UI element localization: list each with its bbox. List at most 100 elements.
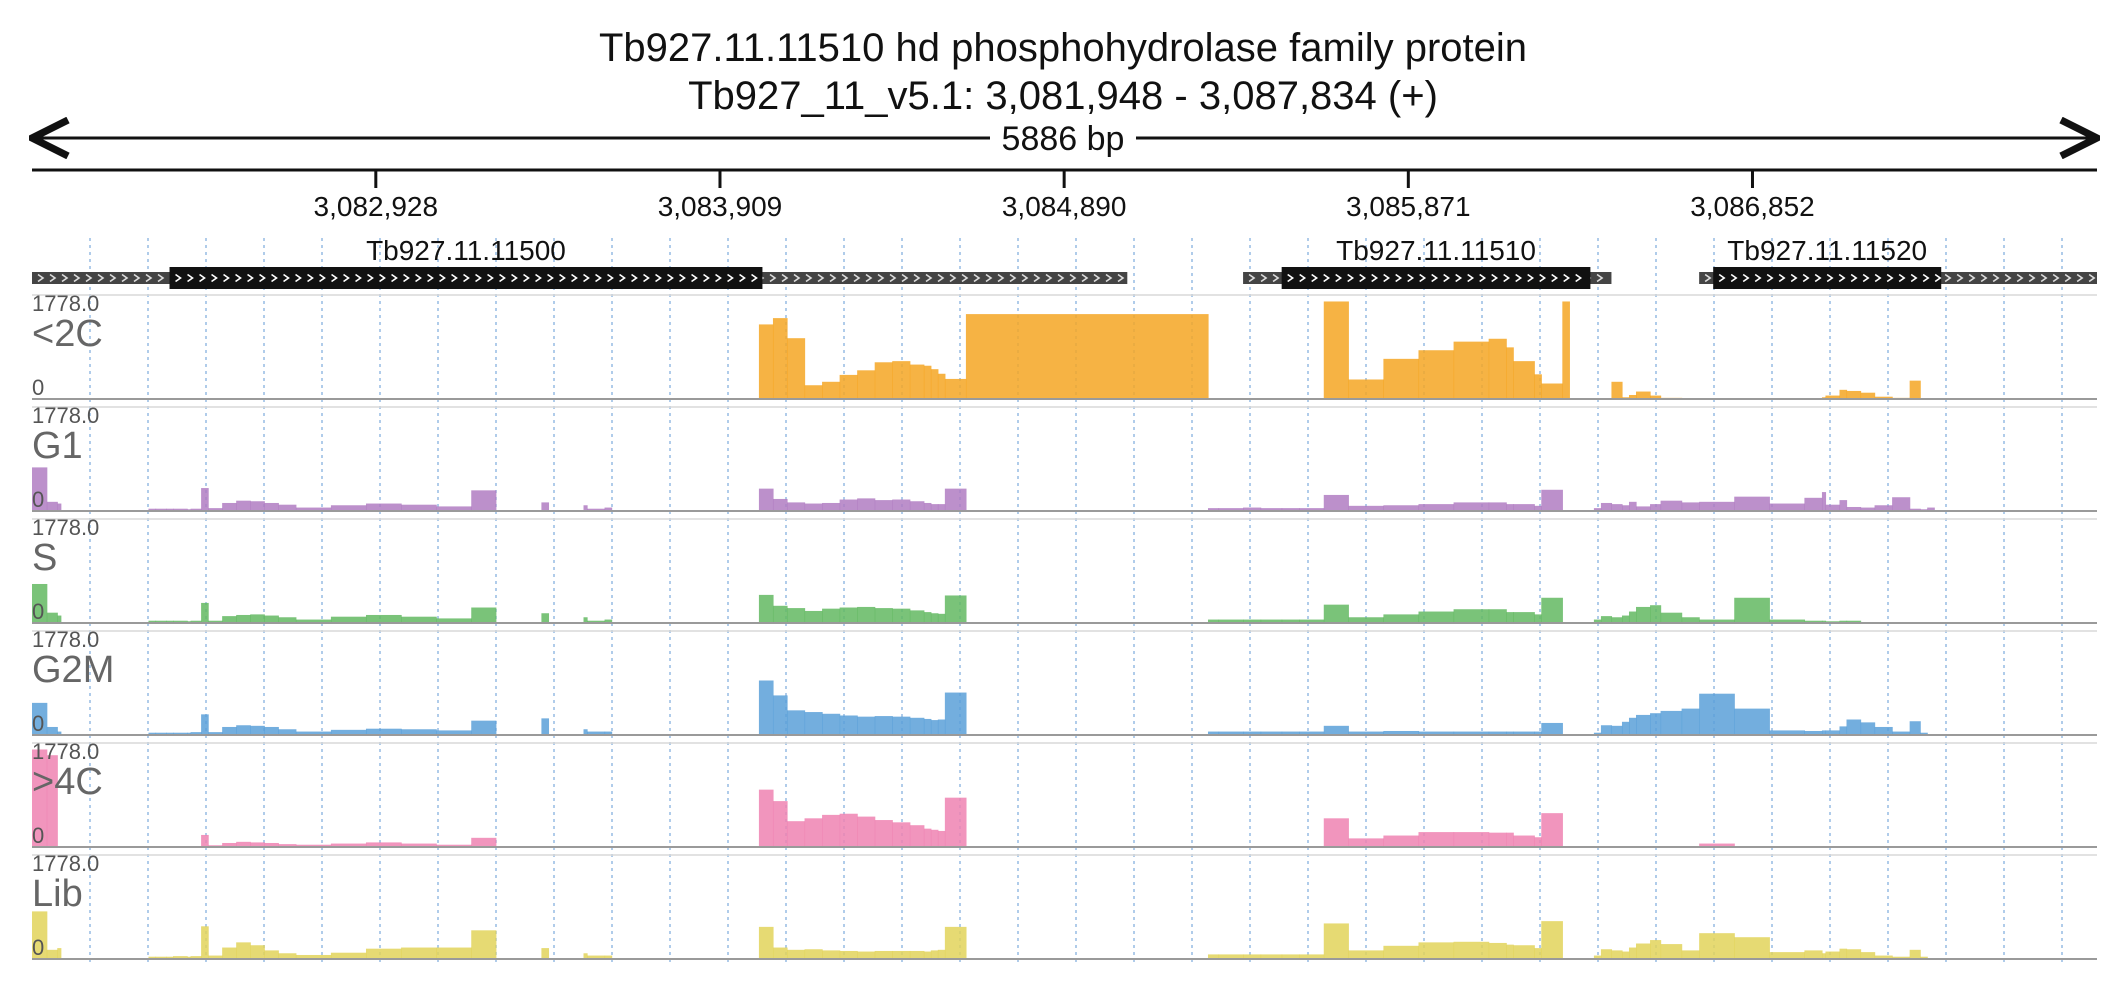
coverage-bar — [46, 726, 58, 735]
cds-direction-arrow — [1551, 273, 1559, 283]
cds-direction-arrow — [1790, 273, 1798, 283]
coverage-bar — [187, 732, 192, 735]
coverage-bar — [166, 732, 174, 735]
coverage-bar — [1681, 950, 1700, 959]
coverage-bar — [1541, 722, 1563, 735]
cds-direction-arrow — [1491, 273, 1499, 283]
utr-direction-arrow — [937, 273, 945, 283]
coverage-bar — [295, 954, 332, 959]
y-min-label: 0 — [32, 599, 44, 624]
coverage-bar — [1699, 843, 1735, 847]
coverage-bar — [1348, 838, 1385, 847]
track->4C: 1778.0 0 >4C — [32, 739, 2097, 848]
coverage-bar — [892, 822, 911, 847]
coverage-bar — [1593, 732, 1602, 735]
coverage-bar — [1846, 620, 1862, 623]
coverage-bar — [1804, 950, 1823, 959]
utr-direction-arrow — [1069, 273, 1077, 283]
cds-direction-arrow — [643, 273, 650, 283]
coverage-bar — [1534, 837, 1542, 847]
cds-direction-arrow — [415, 273, 422, 283]
utr-direction-arrow — [877, 273, 885, 283]
coverage-bar — [1636, 943, 1651, 959]
y-min-label: 0 — [32, 487, 44, 512]
coverage-bar — [1243, 507, 1262, 511]
utr-direction-arrow — [97, 273, 105, 283]
coverage-bar — [401, 616, 437, 623]
coverage-bar — [857, 606, 876, 623]
coverage-bar — [201, 602, 209, 623]
coverage-bar — [804, 385, 823, 399]
coverage-bar — [1243, 731, 1262, 735]
utr-direction-arrow — [1944, 273, 1952, 283]
coverage-bar — [1299, 731, 1325, 735]
coverage-bar — [46, 755, 58, 847]
coverage-bar — [822, 713, 841, 735]
coverage-bar — [1281, 954, 1300, 959]
coverage-bar — [1909, 949, 1921, 959]
coverage-bar — [250, 725, 265, 735]
coverage-bar — [1600, 502, 1613, 511]
coverage-bar — [1260, 508, 1283, 511]
cds-direction-arrow — [223, 273, 230, 283]
coverage-bar — [436, 618, 472, 623]
coverage-bar — [874, 362, 893, 399]
coverage-bar — [264, 950, 279, 959]
coverage-bar — [937, 504, 946, 511]
coverage-bar — [587, 731, 606, 735]
coverage-bar — [222, 842, 237, 847]
utr-direction-arrow — [1093, 273, 1101, 283]
cds-direction-arrow — [751, 273, 758, 283]
coverage-bar — [1562, 301, 1570, 399]
coverage-bar — [944, 692, 967, 735]
coverage-bar — [604, 955, 613, 959]
coverage-bar — [46, 612, 58, 623]
coverage-bar — [436, 730, 472, 735]
coverage-bar — [1506, 731, 1514, 735]
coverage-bar — [365, 842, 402, 847]
coverage-bar — [155, 956, 167, 959]
coverage-bar — [923, 365, 932, 399]
utr-direction-arrow — [49, 273, 57, 283]
coverage-bar — [1218, 731, 1244, 735]
coverage-tracks: 1778.00<2C1778.00G11778.00S1778.00G2M177… — [32, 291, 2097, 960]
coverage-bar — [471, 720, 497, 735]
cds-direction-arrow — [547, 273, 554, 283]
coverage-bar — [278, 504, 297, 511]
coverage-bar — [965, 314, 1209, 399]
coverage-bar — [923, 951, 932, 959]
coverage-bar — [1323, 301, 1349, 399]
utr-direction-arrow — [1248, 273, 1256, 283]
cds-direction-arrow — [535, 273, 542, 283]
coverage-bar — [365, 728, 402, 735]
utr-direction-arrow — [1260, 273, 1268, 283]
coverage-bar — [1839, 620, 1848, 623]
coverage-bar — [822, 608, 841, 623]
coverage-bar — [46, 501, 58, 511]
coverage-bar — [471, 607, 497, 623]
utr-direction-arrow — [61, 273, 69, 283]
coverage-bar — [1218, 508, 1244, 511]
gene-Tb927.11.11500: Tb927.11.11500 — [32, 235, 1128, 289]
coverage-bar — [1636, 506, 1651, 511]
coverage-bar — [1418, 504, 1455, 511]
cds-direction-arrow — [1778, 273, 1786, 283]
coverage-bar — [1243, 954, 1262, 959]
coverage-bar — [295, 507, 332, 511]
coverage-bar — [471, 490, 497, 511]
coverage-bar — [1488, 502, 1507, 511]
coverage-bar — [1281, 508, 1300, 511]
coverage-bar — [201, 926, 209, 959]
coverage-bar — [236, 725, 251, 735]
coverage-bar — [1874, 726, 1893, 735]
coverage-bar — [786, 710, 806, 735]
coverage-bar — [436, 947, 472, 959]
coverage-bar — [804, 503, 823, 511]
cds-direction-arrow — [1874, 273, 1882, 283]
coverage-bar — [1243, 619, 1262, 623]
coverage-bar — [583, 505, 588, 511]
gene-cds-bar — [169, 267, 763, 289]
cds-direction-arrow — [403, 273, 410, 283]
cds-direction-arrow — [1419, 273, 1427, 283]
coverage-bar — [1418, 611, 1455, 623]
